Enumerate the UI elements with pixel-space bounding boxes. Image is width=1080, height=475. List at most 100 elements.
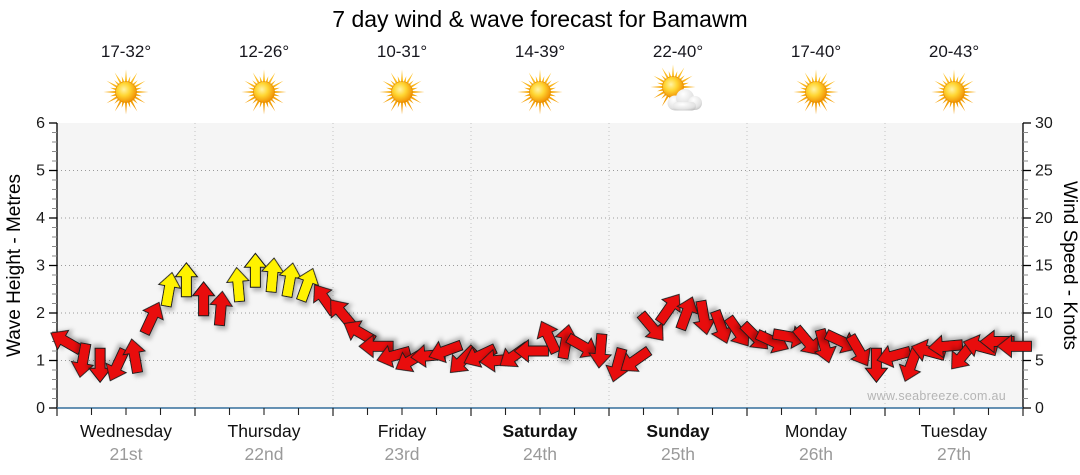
day-date-label: 25th bbox=[661, 444, 695, 464]
sun-cloud-icon bbox=[650, 64, 702, 111]
wind-arrow bbox=[122, 338, 147, 374]
cloud-base bbox=[673, 102, 696, 111]
wind-arrow-shape bbox=[927, 334, 964, 359]
sun-rays bbox=[241, 69, 287, 115]
day-date-label: 23rd bbox=[384, 444, 419, 464]
wind-arrow bbox=[358, 334, 394, 359]
left-axis-title: Wave Height - Metres bbox=[4, 174, 25, 357]
y-left-tick-label: 3 bbox=[36, 258, 45, 275]
wind-arrow bbox=[962, 334, 999, 358]
wind-arrow-shape bbox=[620, 345, 653, 372]
wind-arrow bbox=[463, 343, 498, 368]
y-right-tick-label: 10 bbox=[1035, 305, 1053, 322]
sun-icon bbox=[517, 69, 563, 115]
day-date-label: 26th bbox=[799, 444, 833, 464]
wind-arrow-shape bbox=[513, 338, 549, 364]
sun-disc bbox=[115, 81, 137, 103]
day-date-label: 22nd bbox=[245, 444, 284, 464]
y-right-tick-label: 20 bbox=[1035, 210, 1053, 227]
y-left-tick-label: 0 bbox=[36, 400, 45, 417]
temp-range-label: 12-26° bbox=[239, 42, 289, 61]
sun-disc bbox=[391, 81, 413, 103]
day-date-label: 24th bbox=[523, 444, 557, 464]
wind-arrow-shape bbox=[675, 296, 699, 332]
wind-arrow-shape bbox=[105, 347, 130, 382]
wind-arrow-shape bbox=[845, 333, 871, 367]
wind-arrow bbox=[428, 339, 464, 364]
sun-rays bbox=[103, 69, 149, 115]
wind-arrow-shape bbox=[588, 333, 613, 369]
wind-arrow bbox=[823, 329, 859, 354]
wind-arrow bbox=[588, 333, 613, 369]
wind-arrow bbox=[191, 280, 216, 317]
temp-range-label: 17-40° bbox=[791, 42, 841, 61]
wind-arrow bbox=[513, 338, 549, 364]
wind-arrow bbox=[876, 344, 912, 369]
right-axis-title: Wind Speed - Knots bbox=[1059, 181, 1080, 350]
y-left-tick-label: 5 bbox=[36, 163, 45, 180]
day-name-label: Sunday bbox=[646, 421, 709, 441]
sun-rays bbox=[379, 69, 425, 115]
wind-arrow-shape bbox=[463, 343, 498, 368]
temp-range-label: 10-31° bbox=[377, 42, 427, 61]
wind-arrow-shape bbox=[654, 293, 681, 326]
y-left-tick-label: 2 bbox=[36, 305, 45, 322]
y-right-tick-label: 25 bbox=[1035, 163, 1053, 180]
wind-arrow bbox=[536, 320, 561, 355]
wind-arrow-shape bbox=[70, 342, 95, 379]
watermark: www.seabreeze.com.au bbox=[867, 389, 1006, 403]
wind-arrow-shape bbox=[174, 261, 199, 298]
wind-arrow bbox=[910, 338, 947, 362]
chart-title: 7 day wind & wave forecast for Bamawm bbox=[332, 6, 748, 32]
temp-range-label: 14-39° bbox=[515, 42, 565, 61]
wind-arrow bbox=[996, 334, 1032, 359]
wind-arrow bbox=[675, 296, 699, 332]
wind-arrow bbox=[845, 333, 871, 367]
sun-rays bbox=[793, 69, 839, 115]
wind-arrow bbox=[174, 261, 199, 298]
wind-arrow-shape bbox=[209, 290, 234, 327]
wind-arrow bbox=[157, 271, 182, 308]
wind-arrow bbox=[927, 334, 964, 359]
day-date-label: 27th bbox=[937, 444, 971, 464]
cloud-shape bbox=[667, 89, 702, 111]
wind-arrow-shape bbox=[565, 332, 599, 358]
wind-arrow-shape bbox=[823, 329, 859, 354]
sun-disc bbox=[805, 81, 827, 103]
wind-arrow bbox=[139, 301, 164, 336]
wind-arrow bbox=[225, 266, 250, 303]
wind-arrow bbox=[209, 290, 234, 327]
sun-rays bbox=[931, 69, 977, 115]
wind-arrow-shape bbox=[376, 344, 412, 369]
wind-arrow-shape bbox=[813, 327, 837, 364]
y-right-tick-label: 15 bbox=[1035, 258, 1053, 275]
y-left-tick-label: 1 bbox=[36, 353, 45, 370]
day-name-label: Wednesday bbox=[80, 421, 172, 441]
wind-arrow-shape bbox=[910, 338, 947, 362]
wind-arrow-shape bbox=[962, 334, 999, 358]
sun-disc bbox=[253, 81, 275, 103]
wind-arrow-shape bbox=[139, 301, 164, 336]
wind-arrow bbox=[70, 342, 95, 379]
wind-arrow-shape bbox=[122, 338, 147, 374]
sun-disc bbox=[529, 81, 551, 103]
day-date-label: 21st bbox=[109, 444, 142, 464]
wind-arrow-shape bbox=[295, 267, 320, 303]
temp-range-label: 22-40° bbox=[653, 42, 703, 61]
temp-range-label: 17-32° bbox=[101, 42, 151, 61]
wind-arrow-shape bbox=[428, 339, 464, 364]
wind-arrow-shape bbox=[191, 280, 216, 317]
sun-icon bbox=[793, 69, 839, 115]
wind-arrow bbox=[620, 345, 653, 372]
wind-arrow bbox=[654, 293, 681, 326]
wind-arrow bbox=[565, 332, 599, 358]
sun-icon bbox=[241, 69, 287, 115]
sun-disc bbox=[943, 81, 965, 103]
y-right-tick-label: 5 bbox=[1035, 353, 1044, 370]
day-name-label: Thursday bbox=[228, 421, 301, 441]
sun-icon bbox=[379, 69, 425, 115]
y-right-tick-label: 0 bbox=[1035, 400, 1044, 417]
wind-arrow-shape bbox=[536, 320, 561, 355]
